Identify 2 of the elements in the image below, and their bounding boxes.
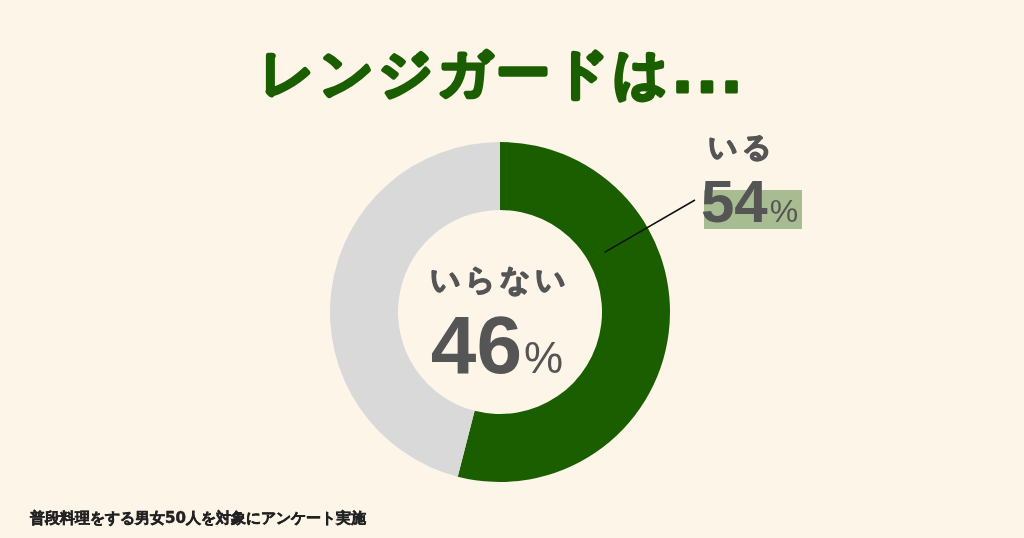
title: レンジガードは... xyxy=(260,42,746,105)
annotation: 普段料理をする男女50人を対象にアンケート実施 xyxy=(30,509,366,527)
